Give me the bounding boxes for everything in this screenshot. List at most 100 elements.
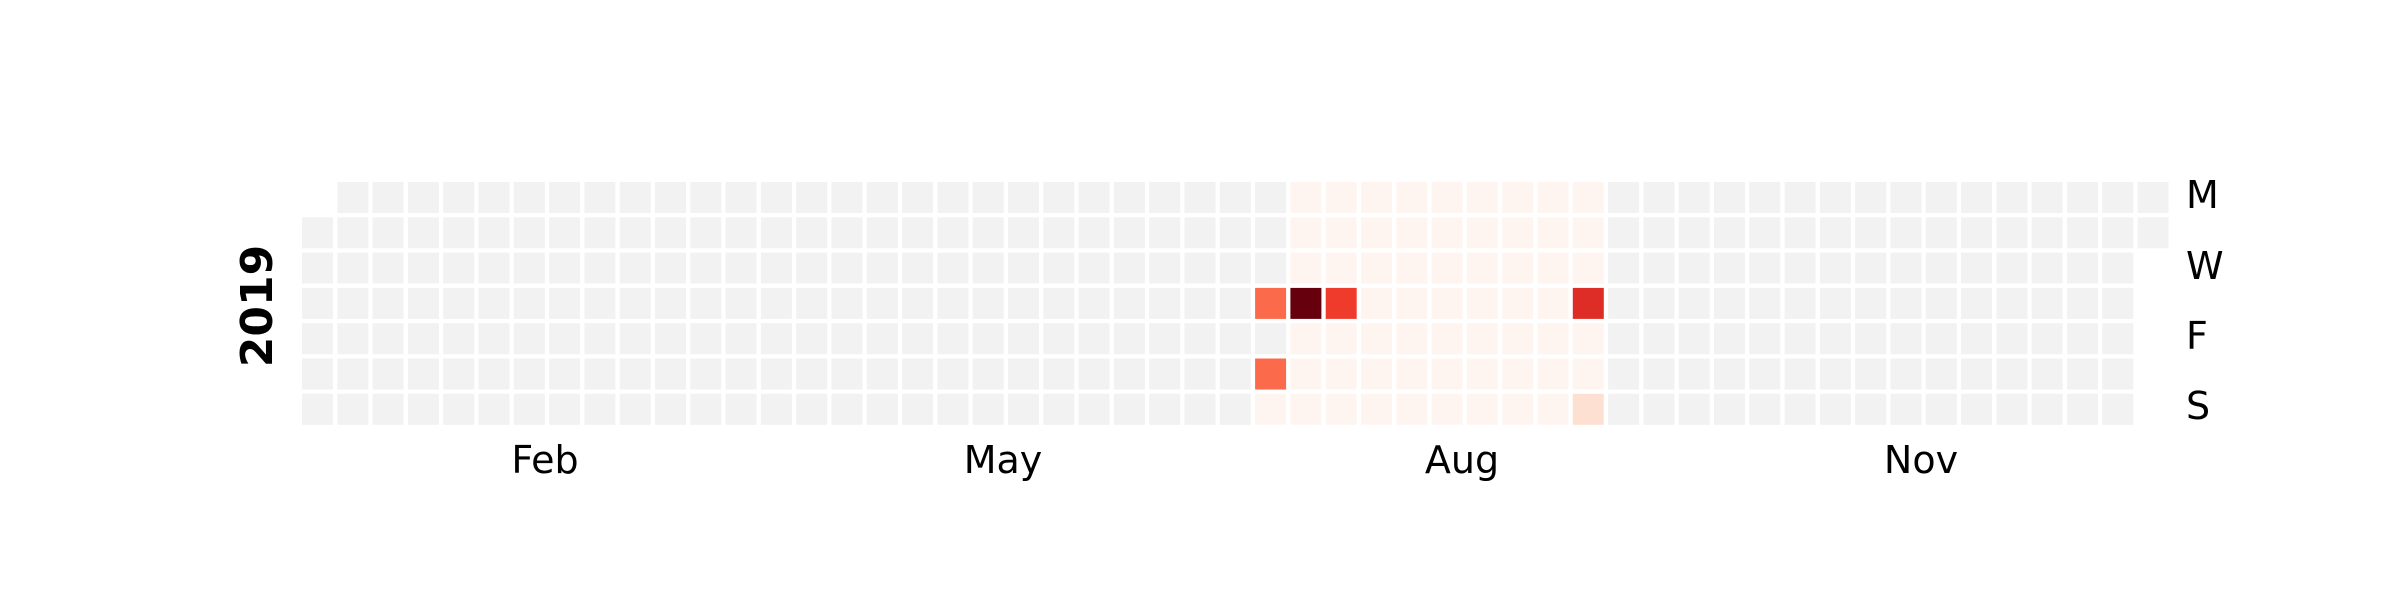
- heatmap-cell-2019-01-27: [407, 393, 439, 425]
- heatmap-cell-2019-01-21: [407, 182, 439, 213]
- heatmap-cell-2019-07-20: [1290, 358, 1322, 390]
- heatmap-cell-2019-06-30: [1184, 393, 1216, 425]
- heatmap-cell-2019-10-20: [1749, 393, 1781, 425]
- heatmap-cell-2019-10-25: [1784, 323, 1816, 355]
- heatmap-cell-2019-07-19: [1290, 323, 1322, 355]
- heatmap-cell-2019-08-06: [1396, 217, 1428, 249]
- heatmap-cell-2019-03-21: [690, 287, 722, 319]
- heatmap-cell-2019-06-05: [1078, 252, 1110, 284]
- heatmap-cell-2019-02-06: [478, 252, 510, 284]
- heatmap-cell-2019-08-24: [1466, 358, 1498, 390]
- heatmap-cell-2019-08-30: [1502, 323, 1534, 355]
- heatmap-cell-2019-06-14: [1113, 323, 1145, 355]
- heatmap-cell-2019-11-28: [1961, 287, 1993, 319]
- heatmap-cell-2019-12-22: [2067, 393, 2098, 425]
- heatmap-cell-2019-12-23: [2102, 182, 2134, 213]
- heatmap-cell-2019-05-21: [1008, 217, 1039, 249]
- heatmap-cell-2019-01-01: [302, 217, 333, 249]
- heatmap-cell-2019-06-29: [1184, 358, 1216, 390]
- heatmap-cell-2019-08-22: [1466, 287, 1498, 319]
- heatmap-cell-2019-12-10: [2031, 217, 2063, 249]
- heatmap-cell-2019-03-19: [690, 217, 722, 249]
- heatmap-cell-2019-12-25: [2102, 252, 2134, 284]
- heatmap-cell-2019-02-20: [549, 252, 581, 284]
- heatmap-cell-2019-03-22: [690, 323, 722, 355]
- heatmap-cell-2019-02-10: [478, 393, 510, 425]
- heatmap-cell-2019-01-29: [443, 217, 475, 249]
- heatmap-cell-2019-03-06: [619, 252, 651, 284]
- heatmap-cell-2019-01-08: [337, 217, 369, 249]
- heatmap-cell-2019-05-25: [1008, 358, 1039, 390]
- heatmap-cell-2019-09-09: [1572, 182, 1604, 213]
- heatmap-cell-2019-08-27: [1502, 217, 1534, 249]
- heatmap-cell-2019-09-15: [1572, 393, 1604, 425]
- heatmap-cell-2019-12-20: [2067, 323, 2098, 355]
- heatmap-cell-2019-05-18: [972, 358, 1004, 390]
- heatmap-cell-2019-11-02: [1819, 358, 1851, 390]
- heatmap-cell-2019-10-13: [1714, 393, 1745, 425]
- heatmap-cell-2019-11-08: [1855, 323, 1887, 355]
- heatmap-cell-2019-02-25: [584, 182, 616, 213]
- heatmap-cell-2019-11-06: [1855, 252, 1887, 284]
- heatmap-cell-2019-06-28: [1184, 323, 1216, 355]
- heatmap-cell-2019-11-23: [1925, 358, 1957, 390]
- heatmap-cell-2019-05-08: [937, 252, 969, 284]
- heatmap-cell-2019-08-28: [1502, 252, 1534, 284]
- heatmap-cell-2019-11-15: [1890, 323, 1922, 355]
- heatmap-cell-2019-05-07: [937, 217, 969, 249]
- heatmap-cell-2019-04-16: [831, 217, 863, 249]
- heatmap-cell-2019-03-15: [655, 323, 686, 355]
- heatmap-cell-2019-06-12: [1113, 252, 1145, 284]
- heatmap-cell-2019-09-30: [1678, 182, 1710, 213]
- heatmap-cell-2019-05-26: [1008, 393, 1039, 425]
- heatmap-cell-2019-05-27: [1043, 182, 1075, 213]
- heatmap-cell-2019-07-03: [1219, 252, 1251, 284]
- heatmap-cell-2019-02-11: [513, 182, 545, 213]
- heatmap-cell-2019-02-13: [513, 252, 545, 284]
- heatmap-cell-2019-04-25: [866, 287, 898, 319]
- heatmap-cell-2019-07-14: [1255, 393, 1287, 425]
- heatmap-cell-2019-02-17: [513, 393, 545, 425]
- heatmap-cell-2019-10-21: [1784, 182, 1816, 213]
- heatmap-cell-2019-05-03: [902, 323, 934, 355]
- heatmap-cell-2019-10-11: [1714, 323, 1745, 355]
- heatmap-cell-2019-04-24: [866, 252, 898, 284]
- heatmap-cell-2019-01-17: [372, 287, 404, 319]
- heatmap-cell-2019-05-12: [937, 393, 969, 425]
- heatmap-cell-2019-12-31: [2137, 217, 2169, 249]
- heatmap-cell-2019-07-01: [1219, 182, 1251, 213]
- heatmap-cell-2019-08-04: [1361, 393, 1392, 425]
- heatmap-cell-2019-02-18: [549, 182, 581, 213]
- heatmap-cell-2019-05-13: [972, 182, 1004, 213]
- heatmap-cell-2019-01-12: [337, 358, 369, 390]
- heatmap-cell-2019-01-19: [372, 358, 404, 390]
- heatmap-cell-2019-08-15: [1431, 287, 1463, 319]
- heatmap-cell-2019-10-01: [1678, 217, 1710, 249]
- heatmap-cell-2019-09-07: [1537, 358, 1569, 390]
- month-label-may: May: [964, 438, 1043, 482]
- heatmap-cell-2019-04-10: [796, 252, 828, 284]
- heatmap-cell-2019-06-15: [1113, 358, 1145, 390]
- heatmap-cell-2019-11-14: [1890, 287, 1922, 319]
- heatmap-cell-2019-11-24: [1925, 393, 1957, 425]
- heatmap-cell-2019-10-27: [1784, 393, 1816, 425]
- heatmap-cell-2019-04-08: [796, 182, 828, 213]
- heatmap-cell-2019-09-01: [1502, 393, 1534, 425]
- heatmap-cell-2019-03-04: [619, 182, 651, 213]
- heatmap-cell-2019-11-25: [1961, 182, 1993, 213]
- heatmap-cell-2019-03-20: [690, 252, 722, 284]
- heatmap-cell-2019-02-14: [513, 287, 545, 319]
- heatmap-cell-2019-10-22: [1784, 217, 1816, 249]
- heatmap-cell-2019-01-28: [443, 182, 475, 213]
- heatmap-cell-2019-04-28: [866, 393, 898, 425]
- heatmap-cell-2019-12-21: [2067, 358, 2098, 390]
- heatmap-cell-2019-08-18: [1431, 393, 1463, 425]
- heatmap-cell-2019-12-26: [2102, 287, 2134, 319]
- heatmap-cell-2019-04-03: [760, 252, 792, 284]
- heatmap-cell-2019-11-20: [1925, 252, 1957, 284]
- heatmap-cell-2019-06-16: [1113, 393, 1145, 425]
- day-label-w: W: [2186, 244, 2224, 288]
- heatmap-cell-2019-12-19: [2067, 287, 2098, 319]
- heatmap-cell-2019-04-01: [760, 182, 792, 213]
- heatmap-cell-2019-12-30: [2137, 182, 2169, 213]
